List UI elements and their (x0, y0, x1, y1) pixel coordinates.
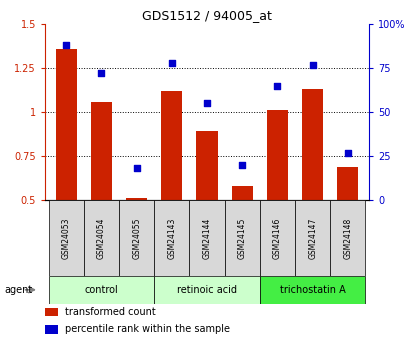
Bar (119, 200, 154, 276)
Bar (224, 200, 259, 276)
Bar (56, 49, 76, 200)
Text: GSM24143: GSM24143 (167, 217, 176, 259)
Bar (49, 276, 154, 304)
Bar (189, 200, 224, 276)
Text: GSM24055: GSM24055 (132, 217, 141, 259)
Text: GSM24054: GSM24054 (97, 217, 106, 259)
Bar (196, 131, 217, 200)
Title: GDS1512 / 94005_at: GDS1512 / 94005_at (142, 9, 271, 22)
Text: control: control (84, 285, 118, 295)
Bar (49, 200, 83, 276)
Bar (231, 186, 252, 200)
Bar (266, 110, 288, 200)
Bar (154, 200, 189, 276)
Bar (337, 167, 357, 200)
Point (133, 166, 139, 171)
Text: trichostatin A: trichostatin A (279, 285, 345, 295)
Text: GSM24146: GSM24146 (272, 217, 281, 259)
Text: GSM24144: GSM24144 (202, 217, 211, 259)
Text: GSM24053: GSM24053 (62, 217, 70, 259)
Point (63, 42, 70, 48)
Point (98, 71, 104, 76)
Point (274, 83, 280, 89)
Text: agent: agent (4, 285, 33, 295)
Point (203, 101, 210, 106)
Point (168, 60, 175, 66)
Point (309, 62, 315, 67)
Text: percentile rank within the sample: percentile rank within the sample (64, 325, 229, 334)
Bar (154, 276, 259, 304)
Bar (259, 200, 294, 276)
Bar (301, 89, 322, 200)
Text: retinoic acid: retinoic acid (177, 285, 236, 295)
Bar (294, 200, 330, 276)
Bar (45, 308, 58, 316)
Bar (126, 198, 147, 200)
Bar (161, 91, 182, 200)
Bar (330, 200, 364, 276)
Text: GSM24148: GSM24148 (343, 217, 351, 259)
Point (344, 150, 350, 155)
Bar (259, 276, 364, 304)
Bar (91, 101, 112, 200)
Point (238, 162, 245, 168)
Text: GSM24145: GSM24145 (237, 217, 246, 259)
Bar (83, 200, 119, 276)
Text: GSM24147: GSM24147 (308, 217, 317, 259)
Bar (45, 325, 58, 334)
Text: transformed count: transformed count (64, 307, 155, 317)
